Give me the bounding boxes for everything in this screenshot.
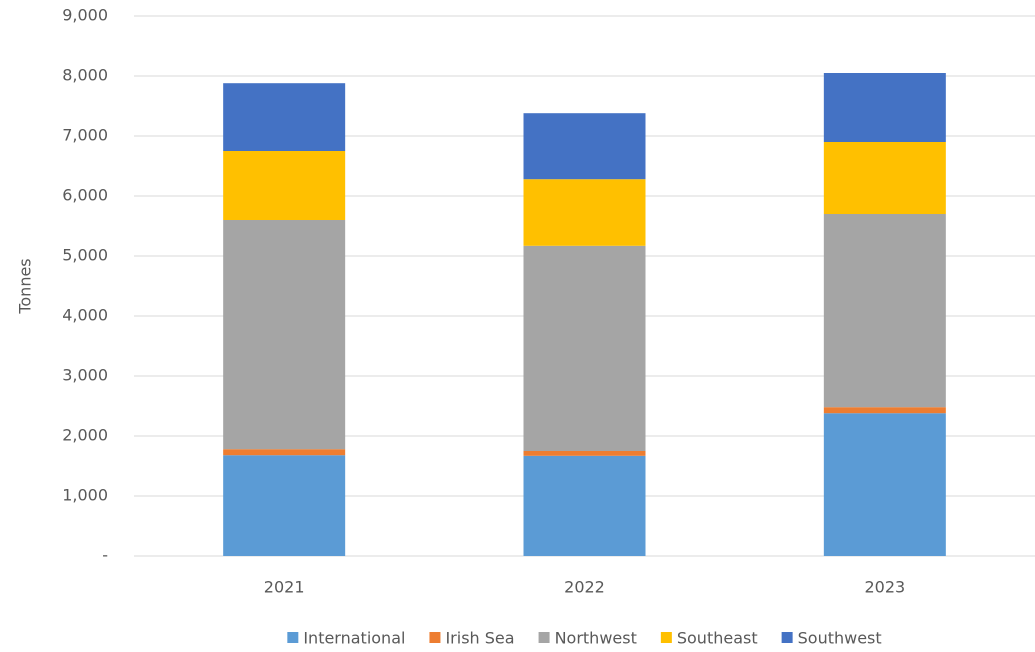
bar-segment xyxy=(523,455,646,556)
bar-segment xyxy=(823,407,946,414)
bar-segment xyxy=(823,142,946,214)
y-tick-label: - xyxy=(102,546,108,565)
bar-segment xyxy=(823,73,946,142)
bar-segment xyxy=(223,449,346,456)
x-tick-label: 2022 xyxy=(564,578,605,597)
y-axis-label: Tonnes xyxy=(16,258,35,314)
bar-segment xyxy=(523,113,646,180)
y-tick-label: 8,000 xyxy=(62,66,108,85)
bar-segment xyxy=(223,83,346,151)
bar-segment xyxy=(523,245,646,451)
legend-swatch xyxy=(660,632,672,643)
x-tick-label: 2021 xyxy=(264,578,305,597)
legend-swatch xyxy=(429,632,441,643)
y-tick-label: 9,000 xyxy=(62,6,108,25)
bar-segment xyxy=(223,455,346,556)
y-tick-label: 2,000 xyxy=(62,426,108,445)
bar-segment xyxy=(823,214,946,408)
y-tick-label: 5,000 xyxy=(62,246,108,265)
y-tick-label: 1,000 xyxy=(62,486,108,505)
y-tick-label: 6,000 xyxy=(62,186,108,205)
legend-label: Northwest xyxy=(555,629,637,648)
bar-segment xyxy=(523,451,646,456)
bar-segment xyxy=(523,179,646,246)
bar-segment xyxy=(223,220,346,450)
y-tick-label: 3,000 xyxy=(62,366,108,385)
legend-label: International xyxy=(303,629,405,648)
legend-label: Irish Sea xyxy=(445,629,514,648)
legend-swatch xyxy=(538,632,550,643)
bar-segment xyxy=(823,413,946,556)
legend-label: Southeast xyxy=(677,629,758,648)
bar-segment xyxy=(223,151,346,220)
legend-swatch xyxy=(781,632,793,643)
legend-label: Southwest xyxy=(798,629,882,648)
y-tick-label: 7,000 xyxy=(62,126,108,145)
legend-swatch xyxy=(287,632,299,643)
x-tick-label: 2023 xyxy=(864,578,905,597)
y-tick-label: 4,000 xyxy=(62,306,108,325)
